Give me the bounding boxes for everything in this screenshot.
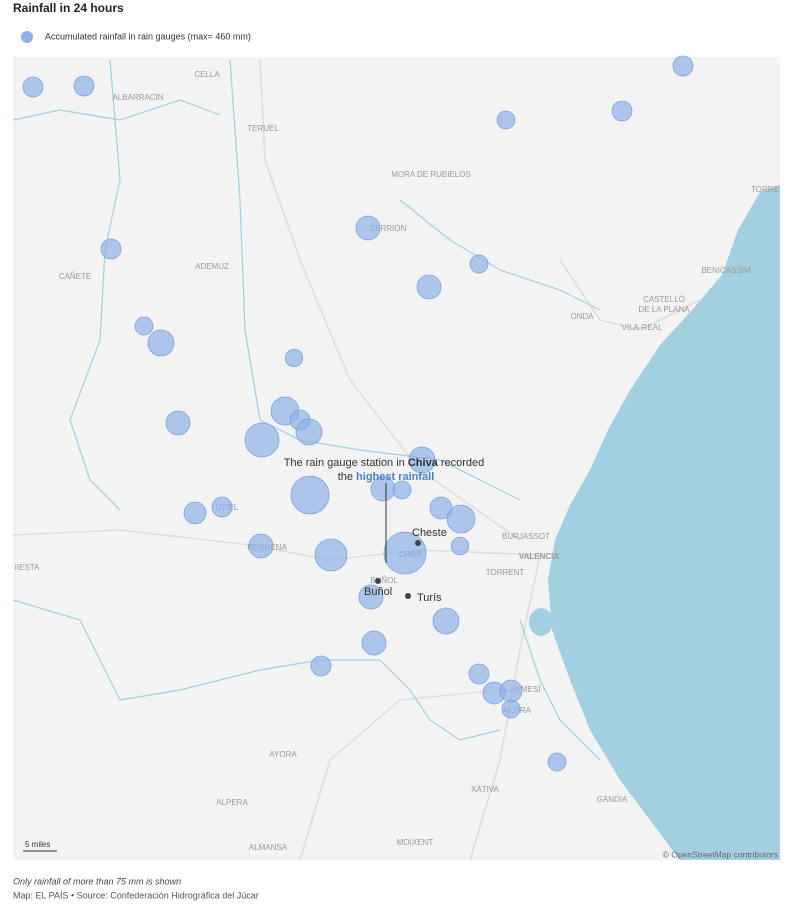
place-label: AYORA	[269, 750, 297, 759]
town-dot	[415, 540, 421, 546]
rain-gauge	[468, 663, 490, 685]
annotation-station: Chiva	[408, 457, 439, 469]
town-dot	[405, 593, 411, 599]
place-label: IIESTA	[15, 563, 40, 572]
place-label: TERUEL	[247, 124, 279, 133]
town-label: Cheste	[412, 527, 447, 539]
credit: © OpenStreetMap contributors	[663, 849, 778, 859]
place-label: BUÑOL	[370, 576, 398, 585]
rain-gauge	[310, 655, 332, 677]
rain-gauge	[611, 100, 633, 122]
rain-gauge	[290, 475, 330, 515]
town-label: Buñol	[364, 586, 392, 598]
place-label: VALENCIA	[519, 552, 560, 561]
town-label: Turís	[417, 592, 442, 604]
rain-gauge	[408, 446, 436, 474]
place-label: XÀTIVA	[471, 785, 500, 794]
rain-gauge	[358, 584, 384, 610]
place-label: TORRE	[751, 185, 779, 194]
legend-text: Accumulated rainfall in rain gauges (max…	[45, 31, 251, 41]
annotation-text: recorded	[438, 457, 484, 469]
place-label: ALMANSA	[249, 843, 288, 852]
basemap	[12, 57, 780, 861]
annotation-text: The rain gauge station in	[284, 457, 408, 469]
place-label: CAÑETE	[59, 272, 91, 281]
annotation: The rain gauge station in Chiva recorded	[284, 457, 485, 469]
place-label: SARRIÓN	[370, 224, 407, 233]
source: Map: EL PAÍS • Source: Confederación Hid…	[13, 890, 259, 900]
annotation-highlight: highest rainfall	[356, 471, 434, 483]
title: Rainfall in 24 hours	[13, 1, 124, 15]
rain-gauge	[496, 110, 516, 130]
place-label: BENICASSIM	[701, 266, 751, 275]
rain-gauge	[244, 422, 280, 458]
place-label: VILA-REAL	[622, 323, 663, 332]
rain-gauge	[446, 504, 476, 534]
rain-gauge	[392, 480, 412, 500]
rain-gauge	[22, 76, 44, 98]
place-label: ADEMUZ	[195, 262, 229, 271]
place-label: ONDA	[570, 312, 594, 321]
rain-gauge	[355, 215, 381, 241]
rain-gauge	[469, 254, 489, 274]
rain-gauge	[547, 752, 567, 772]
annotation: the highest rainfall	[338, 471, 435, 483]
place-label: DE LA PLANA	[638, 305, 690, 314]
rain-gauge	[314, 538, 348, 572]
place-label: ALBARRACÍN	[112, 93, 163, 102]
rain-gauge	[100, 238, 122, 260]
rain-gauge	[183, 501, 207, 525]
place-label: ALPERA	[216, 798, 248, 807]
legend-swatch	[21, 31, 33, 43]
footnote: Only rainfall of more than 75 mm is show…	[13, 876, 181, 886]
rain-gauge	[501, 699, 521, 719]
place-label: CELLA	[194, 70, 220, 79]
rain-gauge	[165, 410, 191, 436]
place-label: TORRENT	[486, 568, 525, 577]
rain-gauge	[672, 55, 694, 77]
rain-gauge	[211, 496, 233, 518]
rain-gauge	[248, 533, 274, 559]
rain-gauge	[147, 329, 175, 357]
rain-gauge	[361, 630, 387, 656]
rain-gauge	[432, 607, 460, 635]
town-dot	[375, 578, 381, 584]
rain-gauge	[416, 274, 442, 300]
rain-gauge	[134, 316, 154, 336]
scale-label: 5 miles	[25, 840, 50, 849]
place-label: MOIXENT	[397, 838, 434, 847]
place-label: MORA DE RUBIELOS	[391, 170, 471, 179]
place-label: CASTELLÓ	[643, 295, 685, 304]
rain-gauge	[295, 418, 323, 446]
annotation-text: the	[338, 471, 356, 483]
rain-gauge	[450, 536, 470, 556]
rain-gauge	[284, 348, 304, 368]
place-label: BURJASSOT	[502, 532, 550, 541]
rain-gauge	[73, 75, 95, 97]
rain-gauge	[499, 679, 523, 703]
place-label: GANDIA	[597, 795, 628, 804]
